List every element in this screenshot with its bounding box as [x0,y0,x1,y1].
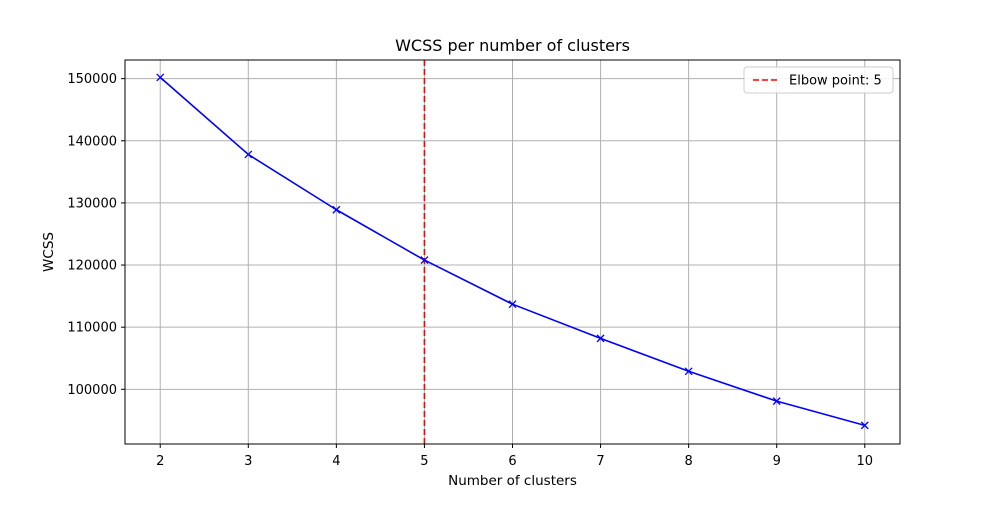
y-tick-label: 110000 [67,321,117,336]
data-point-marker [332,205,341,214]
x-tick-label: 6 [508,454,516,469]
legend-box [743,66,894,94]
legend: Elbow point: 5 [743,66,894,94]
x-tick-label: 7 [596,454,604,469]
y-axis-label: WCSS [41,232,57,272]
y-tick-label: 130000 [67,196,117,211]
series-layer [156,73,869,430]
marker-stroke [332,205,341,214]
x-tick-label: 8 [684,454,692,469]
data-point-marker [156,73,165,82]
x-tick-label: 4 [332,454,340,469]
y-tick-label: 120000 [67,259,117,274]
marker-stroke [420,256,429,265]
marker-stroke [772,397,781,406]
marker-stroke [860,421,869,430]
chart-title: WCSS per number of clusters [395,36,630,55]
legend-entry-label: Elbow point: 5 [789,74,882,89]
data-point-marker [244,150,253,159]
y-tick-label: 150000 [67,72,117,87]
data-point-marker [772,397,781,406]
x-tick-label: 2 [156,454,164,469]
y-tick-label: 100000 [67,383,117,398]
x-tick-label: 10 [856,454,873,469]
marker-stroke [244,150,253,159]
x-tick-label: 9 [773,454,781,469]
data-point-marker [684,367,693,376]
data-point-marker [420,256,429,265]
data-point-marker [596,334,605,343]
grid [125,60,900,444]
marker-stroke [156,73,165,82]
data-point-marker [860,421,869,430]
data-point-marker [508,300,517,309]
x-tick-label: 3 [244,454,252,469]
x-axis: 2 3 4 5 6 7 8 9 10 [156,444,873,469]
y-tick-label: 140000 [67,134,117,149]
y-axis: 100000 110000 120000 130000 140000 150000 [67,72,125,398]
marker-stroke [596,334,605,343]
x-axis-label: Number of clusters [448,473,577,489]
x-tick-label: 5 [420,454,428,469]
marker-stroke [508,300,517,309]
marker-stroke [684,367,693,376]
